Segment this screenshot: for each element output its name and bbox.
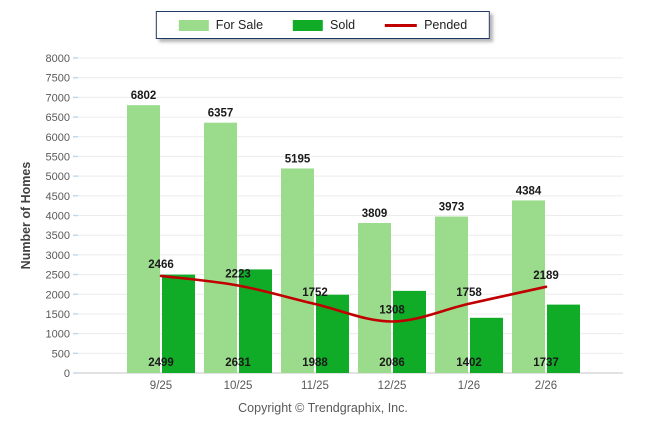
x-tick-label: 11/25 — [301, 380, 329, 392]
for-sale-bar — [358, 223, 391, 373]
y-axis-title: Number of Homes — [19, 162, 33, 270]
sold-bar — [393, 290, 426, 373]
legend-item-sold: Sold — [293, 18, 355, 32]
pended-value-label: 1308 — [379, 304, 405, 316]
pended-value-label: 2223 — [225, 268, 251, 280]
x-tick-label: 2/26 — [535, 380, 557, 392]
for-sale-value-label: 4384 — [516, 185, 542, 197]
for-sale-value-label: 6802 — [131, 90, 157, 102]
y-tick-label: 2000 — [46, 289, 70, 301]
y-tick-label: 6500 — [46, 112, 70, 124]
for-sale-value-label: 3973 — [439, 202, 465, 214]
pended-value-label: 2466 — [148, 259, 174, 271]
sold-bar — [470, 317, 503, 373]
y-tick-label: 3000 — [46, 250, 70, 262]
sold-bar — [162, 274, 195, 373]
pended-value-label: 2189 — [533, 270, 559, 282]
x-tick-label: 12/25 — [378, 380, 407, 392]
for-sale-value-label: 5195 — [285, 153, 311, 165]
sold-bar — [547, 304, 580, 373]
pended-value-label: 1758 — [456, 287, 482, 299]
x-tick-label: 9/25 — [150, 380, 172, 392]
sold-value-label: 1988 — [302, 357, 328, 369]
for-sale-value-label: 6357 — [208, 108, 234, 120]
y-tick-label: 500 — [52, 348, 70, 360]
legend: For Sale Sold Pended — [155, 11, 491, 39]
y-tick-label: 6000 — [46, 132, 70, 144]
copyright-text: Copyright © Trendgraphix, Inc. — [238, 401, 408, 415]
y-tick-label: 3500 — [46, 230, 70, 242]
y-tick-label: 5000 — [46, 171, 70, 183]
y-tick-label: 5500 — [46, 151, 70, 163]
for-sale-bar — [281, 168, 314, 373]
sold-value-label: 1737 — [533, 357, 559, 369]
legend-label: For Sale — [215, 18, 264, 32]
y-tick-label: 4500 — [46, 191, 70, 203]
legend-item-pended: Pended — [385, 18, 467, 32]
y-tick-label: 0 — [64, 368, 70, 380]
y-tick-label: 1000 — [46, 329, 70, 341]
y-tick-label: 7500 — [46, 73, 70, 85]
sold-value-label: 1402 — [456, 357, 482, 369]
y-tick-label: 4000 — [46, 211, 70, 223]
sold-value-label: 2499 — [148, 357, 174, 369]
y-tick-label: 8000 — [46, 53, 70, 65]
x-tick-label: 10/25 — [224, 380, 253, 392]
for-sale-bar — [435, 216, 468, 373]
legend-label: Sold — [330, 18, 356, 32]
sold-value-label: 2631 — [225, 357, 251, 369]
for-sale-value-label: 3809 — [362, 208, 388, 220]
y-tick-label: 7000 — [46, 92, 70, 104]
x-tick-label: 1/26 — [458, 380, 480, 392]
legend-swatch-line-icon — [385, 23, 418, 27]
legend-item-for-sale: For Sale — [178, 18, 264, 32]
pended-value-label: 1752 — [302, 287, 328, 299]
legend-swatch-box-icon — [293, 19, 324, 31]
for-sale-bar — [127, 105, 160, 373]
for-sale-bar — [512, 200, 545, 373]
pended-line — [159, 274, 548, 323]
legend-swatch-box-icon — [178, 19, 209, 31]
sold-value-label: 2086 — [379, 357, 405, 369]
y-tick-label: 1500 — [46, 309, 70, 321]
y-tick-label: 2500 — [46, 270, 70, 282]
for-sale-bar — [204, 122, 237, 374]
legend-label: Pended — [424, 18, 468, 32]
